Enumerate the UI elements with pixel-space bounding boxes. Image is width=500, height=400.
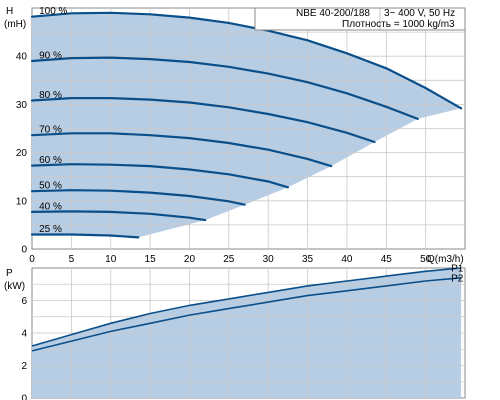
head-region-area: [32, 12, 462, 238]
q-x-ticks: 0 5 10 15 20 25 30 35 40 45 50: [29, 254, 431, 265]
q-x-tick-label: 10: [105, 254, 117, 265]
head-curve: [30, 210, 207, 222]
head-curve-label: 80 %: [39, 90, 62, 101]
head-y-ticks: 0 10 20 30 40: [16, 52, 28, 256]
head-y-tick-label: 30: [16, 100, 28, 111]
head-curve-label: 50 %: [39, 181, 62, 192]
head-curves: [30, 11, 463, 239]
q-x-tick-label: 35: [302, 254, 314, 265]
head-ylabel-symbol: H: [6, 6, 13, 17]
q-xlabel: Q(m3/h): [427, 254, 464, 265]
q-x-tick-label: 50: [420, 254, 432, 265]
head-curve-label: 25 %: [39, 224, 62, 235]
head-curve: [30, 11, 463, 110]
power-grid: [32, 268, 465, 398]
head-curve: [30, 163, 289, 189]
head-grid: [32, 8, 465, 249]
power-y-tick-label: 0: [21, 394, 27, 400]
power-curve: [31, 277, 462, 352]
density-text: Плотность = 1000 kg/m3: [342, 19, 455, 30]
q-x-tick-label: 25: [223, 254, 235, 265]
head-curve-label: 70 %: [39, 125, 62, 136]
head-curve-label: 100 %: [39, 6, 67, 17]
head-curve: [30, 132, 333, 168]
head-curve: [30, 56, 419, 120]
supply-text: 3~ 400 V, 50 Hz: [384, 8, 455, 19]
info-box-frame: [254, 7, 466, 31]
head-y-tick-label: 40: [16, 52, 28, 63]
head-y-tick-label: 10: [16, 196, 28, 207]
q-x-tick-label: 30: [263, 254, 275, 265]
q-x-tick-label: 45: [381, 254, 393, 265]
power-y-tick-label: 6: [21, 296, 27, 307]
power-curve-label: P1: [451, 264, 464, 275]
q-x-tick-label: 20: [184, 254, 196, 265]
head-ylabel-unit: (mH): [4, 19, 26, 30]
head-panel: 100 % 90 % 80 % 70 % 60 % 50 % 40 % 25 % 0 10 20 3…: [4, 6, 466, 265]
q-x-tick-label: 0: [29, 254, 35, 265]
power-y-tick-label: 4: [21, 329, 27, 340]
head-curve: [30, 189, 246, 206]
head-curve-labels: 100 % 90 % 80 % 70 % 60 % 50 % 40 % 25 %: [39, 6, 67, 235]
power-ylabel-symbol: P: [6, 268, 13, 279]
q-x-tick-label: 15: [145, 254, 157, 265]
power-ylabel-unit: (kW): [4, 281, 25, 292]
power-y-tick-label: 2: [21, 361, 27, 372]
head-curve: [30, 97, 376, 144]
head-curve-label: 60 %: [39, 155, 62, 166]
head-y-tick-label: 20: [16, 148, 28, 159]
head-operating-region: [32, 12, 462, 238]
head-curve: [30, 233, 140, 239]
power-curve: [31, 267, 462, 347]
power-y-ticks: 0 2 4 6: [21, 296, 27, 400]
head-y-tick-label: 0: [21, 245, 27, 256]
pump-model-text: NBE 40-200/188: [296, 8, 370, 19]
power-curves: [31, 267, 462, 352]
head-curve-label: 90 %: [39, 51, 62, 62]
power-curve-label: P2: [451, 273, 464, 284]
info-box: NBE 40-200/188 3~ 400 V, 50 Hz Плотность…: [254, 7, 466, 31]
q-x-tick-label: 40: [341, 254, 353, 265]
q-x-tick-label: 5: [69, 254, 75, 265]
head-curve-label: 40 %: [39, 201, 62, 212]
